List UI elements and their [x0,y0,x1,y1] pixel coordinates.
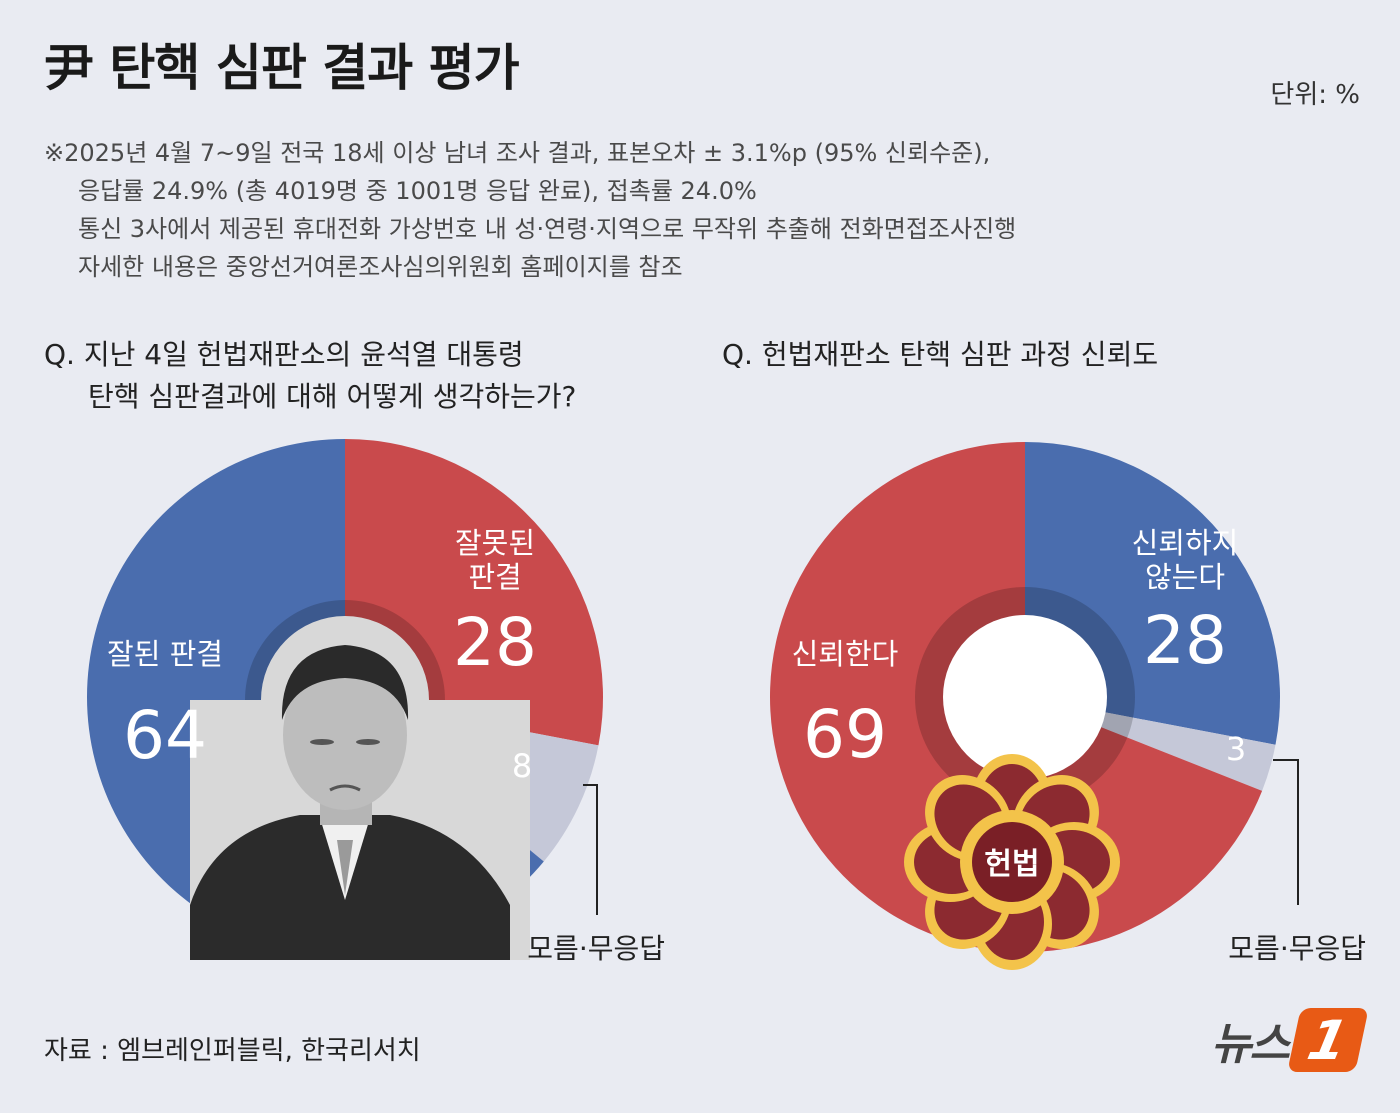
chart1-slice-value: 28 [453,604,537,681]
chart1-slice-label: 잘된 판결 [107,637,223,671]
chart1-question-line: 탄핵 심판결과에 대해 어떻게 생각하는가? [88,380,577,413]
news1-logo: 뉴스 1 [1211,1008,1369,1072]
survey-notes: ※2025년 4월 7~9일 전국 18세 이상 남녀 조사 결과, 표본오차 … [44,134,1016,286]
unit-label: 단위: % [1270,80,1360,110]
note-line: 통신 3사에서 제공된 휴대전화 가상번호 내 성·연령·지역으로 무작위 추출… [78,215,1017,243]
chart1-slice-label: 잘못된 [455,526,535,560]
logo-text: 뉴스 [1211,1019,1290,1070]
chart1-question: Q. 지난 4일 헌법재판소의 윤석열 대통령 탄핵 심판결과에 대해 어떻게 … [44,334,576,418]
note-line: 응답률 24.9% (총 4019명 중 1001명 응답 완료), 접촉률 2… [78,177,757,205]
page-title: 尹 탄핵 심판 결과 평가 [44,39,520,97]
chart2-question: Q. 헌법재판소 탄핵 심판 과정 신뢰도 [722,334,1158,376]
note-line: 자세한 내용은 중앙선거여론조사심의위원회 홈페이지를 참조 [78,253,683,281]
chart1-outside-label: 모름·무응답 [527,932,665,965]
chart2-question-line: Q. 헌법재판소 탄핵 심판 과정 신뢰도 [722,338,1159,371]
chart1-question-line: Q. 지난 4일 헌법재판소의 윤석열 대통령 [44,338,524,371]
chart1-slice-value: 8 [512,747,532,785]
chart1-leader-line [583,784,598,915]
chart1-slice-label: 판결 [468,560,521,594]
chart1-slice-value: 64 [123,697,207,774]
logo-badge: 1 [1287,1008,1369,1072]
source-credit: 자료 : 엠브레인퍼블릭, 한국리서치 [44,1036,421,1066]
note-line: ※2025년 4월 7~9일 전국 18세 이상 남녀 조사 결과, 표본오차 … [44,139,991,167]
